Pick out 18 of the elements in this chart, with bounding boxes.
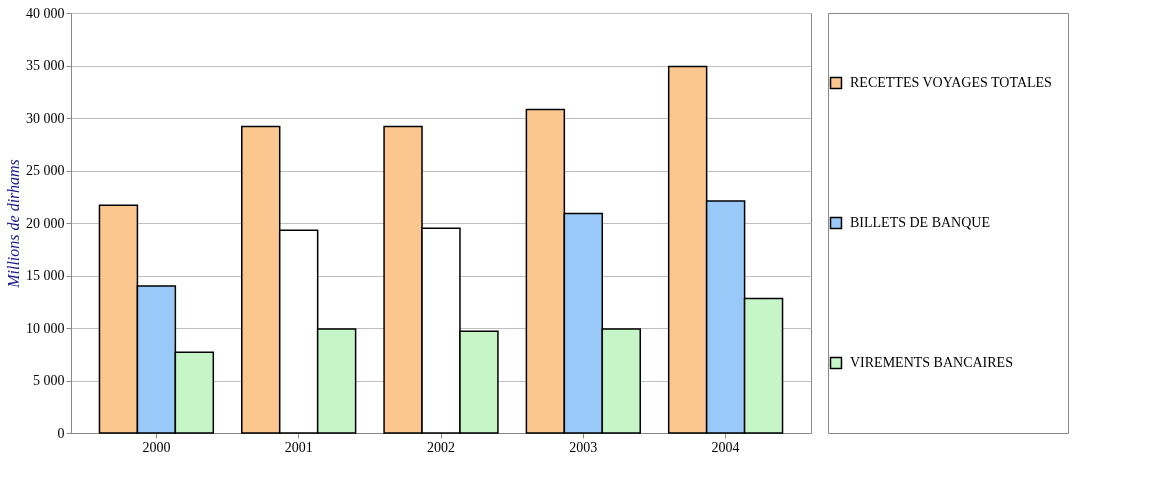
y-tick-label: 15 000 xyxy=(26,268,65,283)
y-tick-label: 30 000 xyxy=(26,110,65,126)
y-axis-title: Millions de dirhams xyxy=(5,159,22,289)
x-tick-label: 2000 xyxy=(142,439,171,455)
y-tick-label: 35 000 xyxy=(26,58,65,73)
y-tick-label: 5 000 xyxy=(33,373,65,388)
x-tick-label: 2003 xyxy=(569,439,598,455)
y-tick-label: 40 000 xyxy=(26,5,65,21)
x-tick-label: 2001 xyxy=(284,439,313,455)
legend-label: BILLETS DE BANQUE xyxy=(850,215,990,230)
y-tick-label: 20 000 xyxy=(26,215,65,231)
y-tick-label: 10 000 xyxy=(26,320,65,336)
x-tick-label: 2004 xyxy=(711,439,740,455)
legend-label: RECETTES VOYAGES TOTALES xyxy=(850,75,1052,90)
x-tick-label: 2002 xyxy=(427,439,455,455)
y-tick-label: 25 000 xyxy=(26,163,65,178)
legend-label: VIREMENTS BANCAIRES xyxy=(850,355,1013,370)
y-tick-label: 0 xyxy=(57,425,65,441)
